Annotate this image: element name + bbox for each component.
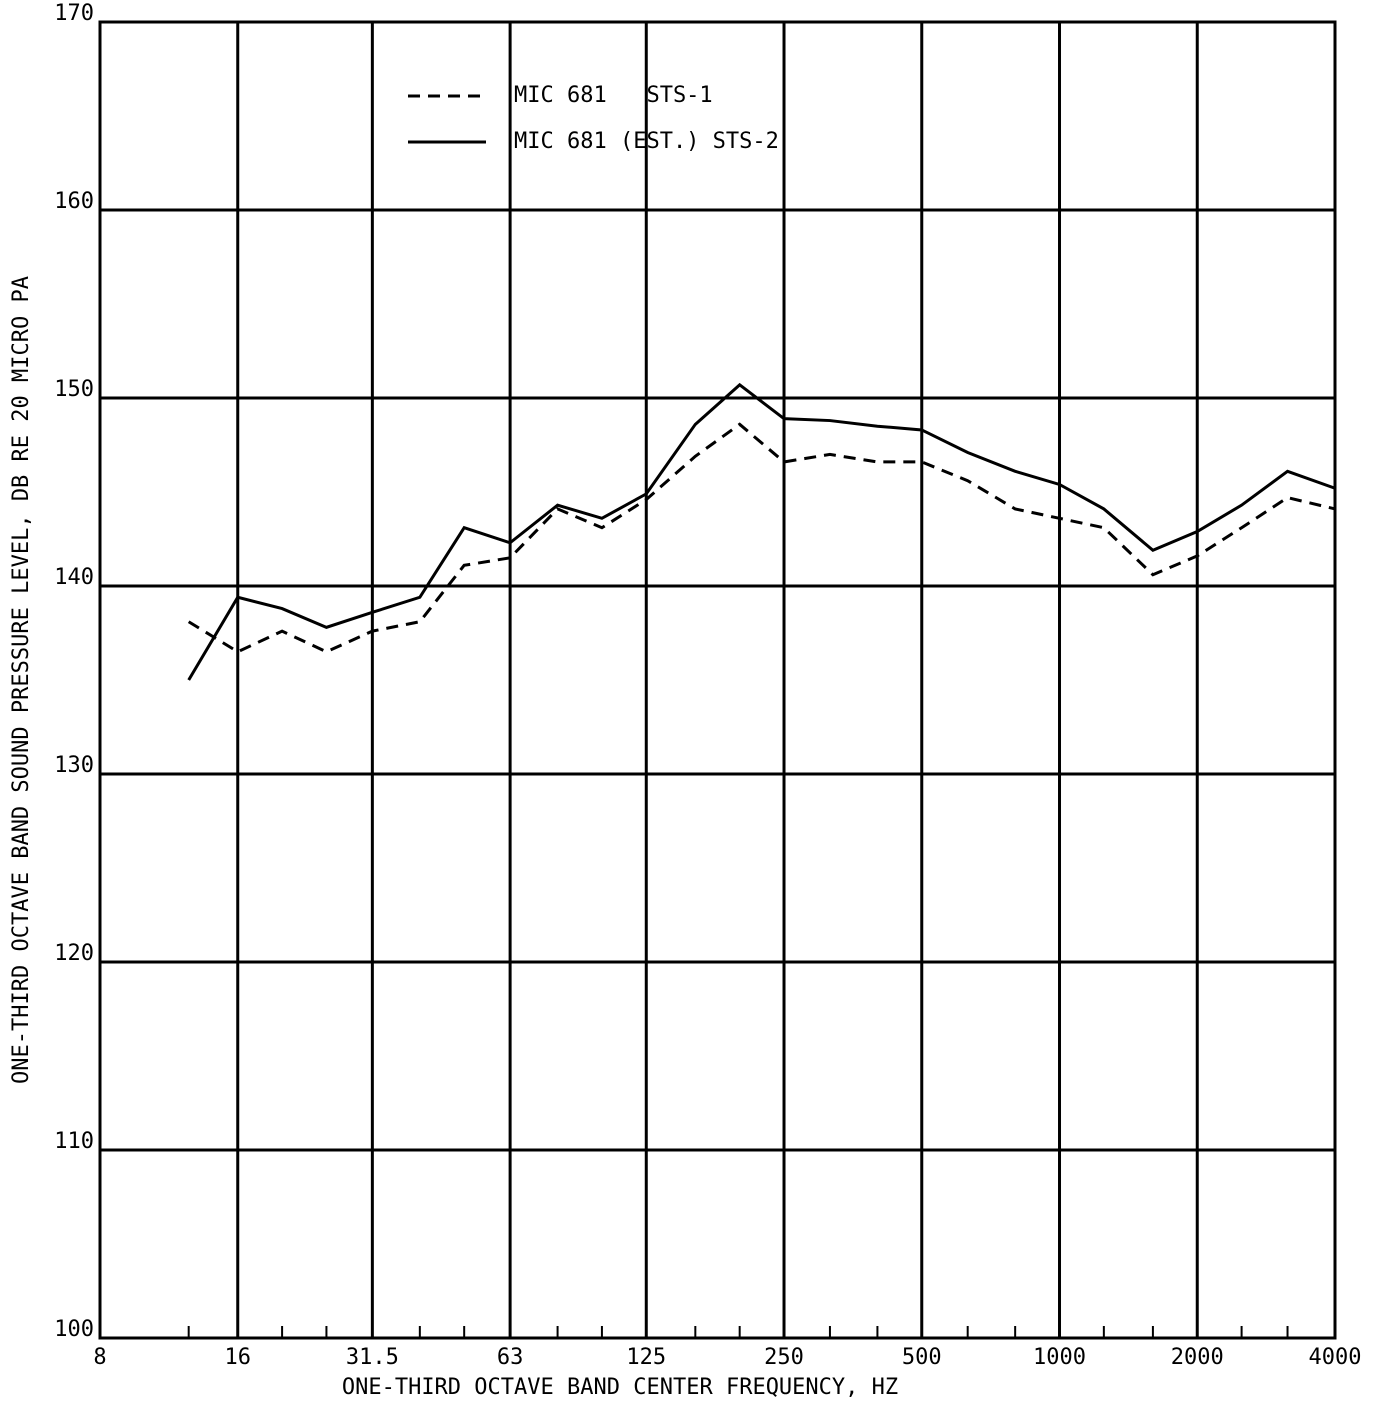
- y-tick-label: 110: [54, 1129, 94, 1154]
- x-axis-label: ONE-THIRD OCTAVE BAND CENTER FREQUENCY, …: [342, 1375, 898, 1400]
- data-line: [187, 422, 1336, 654]
- plot-frame: [98, 20, 1337, 1340]
- y-tick-label: 130: [54, 753, 94, 778]
- x-tick-label: 1000: [1033, 1345, 1086, 1370]
- x-tick-label: 8: [93, 1345, 106, 1370]
- y-tick-label: 140: [54, 565, 94, 590]
- x-tick-label: 2000: [1171, 1345, 1224, 1370]
- y-tick-label: 120: [54, 941, 94, 966]
- y-tick-label: 160: [54, 189, 94, 214]
- legend-label: MIC 681 STS-1: [514, 83, 713, 108]
- x-tick-label: 4000: [1309, 1345, 1362, 1370]
- x-tick-label: 31.5: [346, 1345, 399, 1370]
- y-tick-label: 170: [54, 1, 94, 26]
- x-tick-label: 125: [626, 1345, 666, 1370]
- x-tick-label: 63: [497, 1345, 524, 1370]
- legend-label: MIC 681 (EST.) STS-2: [514, 129, 779, 154]
- y-tick-label: 100: [54, 1317, 94, 1342]
- y-axis-label: ONE-THIRD OCTAVE BAND SOUND PRESSURE LEV…: [9, 276, 34, 1084]
- x-tick-label: 250: [764, 1345, 804, 1370]
- x-tick-label: 500: [902, 1345, 942, 1370]
- y-tick-label: 150: [54, 377, 94, 402]
- data-line: [187, 382, 1336, 681]
- x-tick-label: 16: [224, 1345, 251, 1370]
